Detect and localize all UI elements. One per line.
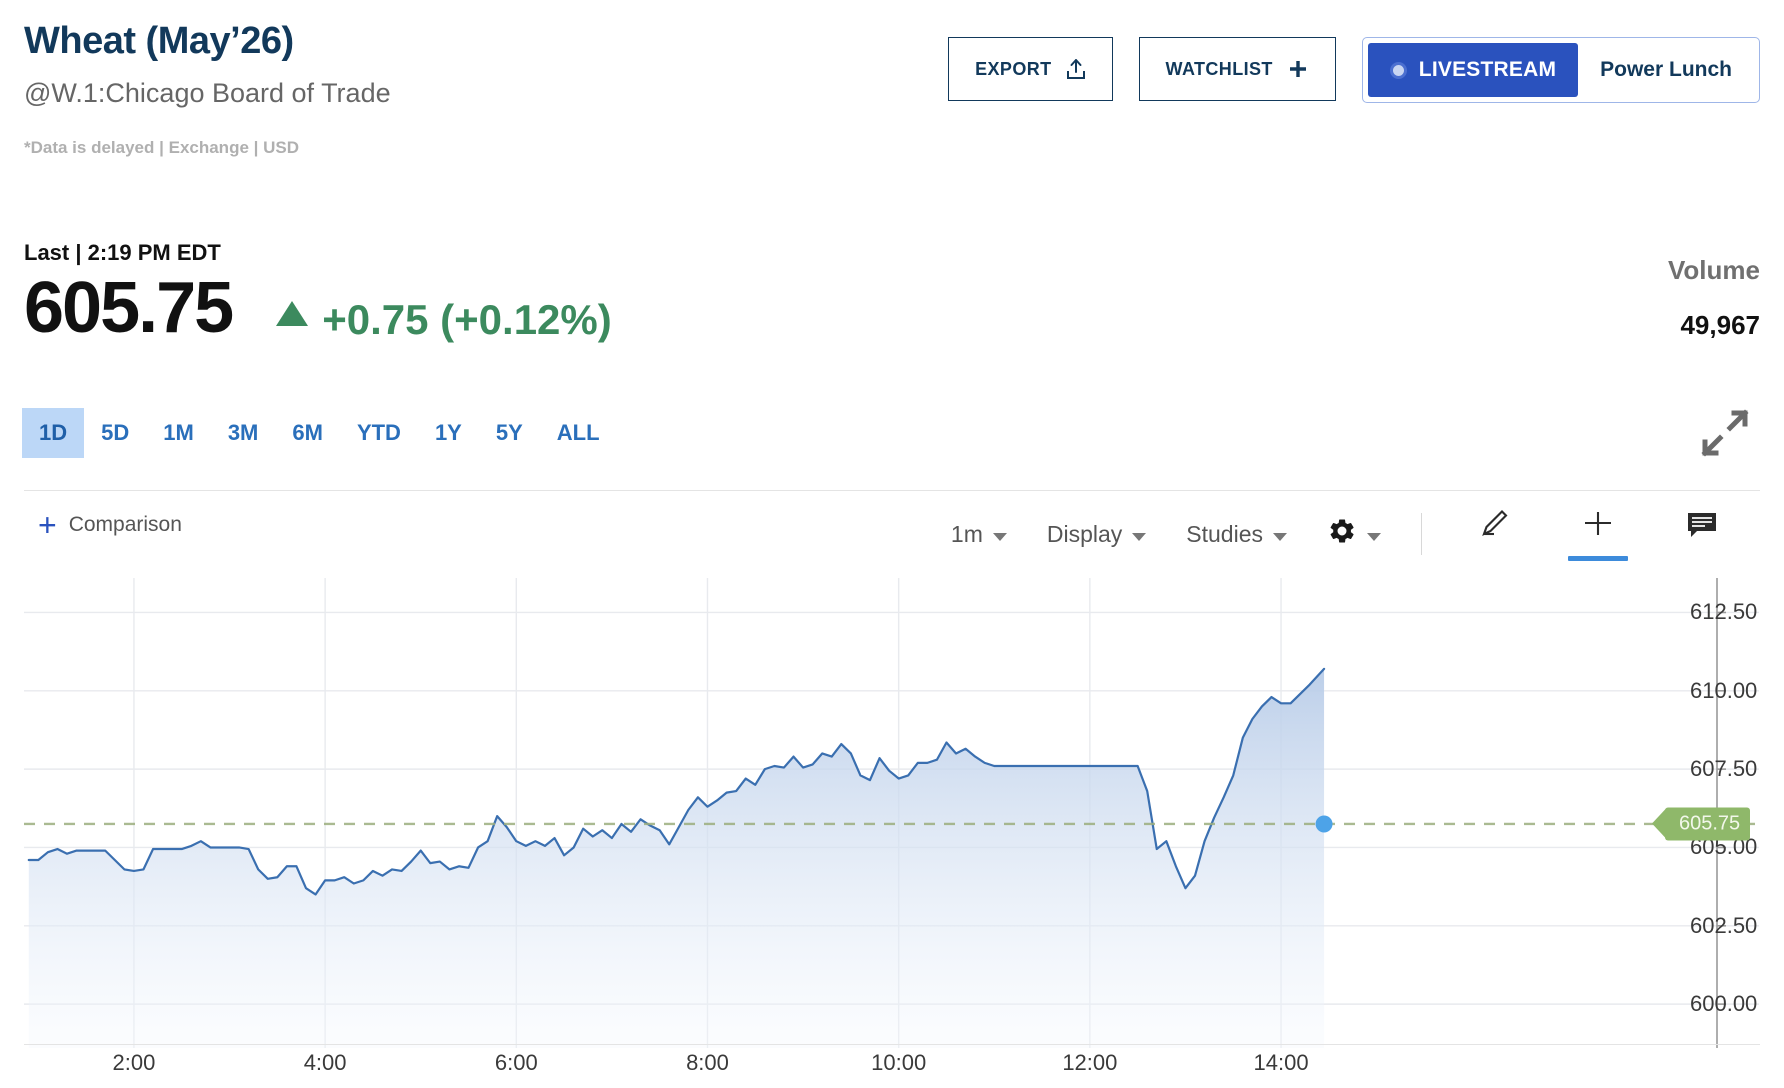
watchlist-label: WATCHLIST [1165, 58, 1273, 79]
comparison-label: Comparison [68, 513, 182, 536]
chevron-down-icon [1367, 533, 1381, 541]
price-change: +0.75 (+0.12%) [276, 296, 612, 344]
volume-value: 49,967 [1680, 310, 1760, 340]
last-price-badge: 605.75 [1665, 807, 1751, 841]
expand-chart-icon[interactable] [1696, 404, 1754, 467]
price-chart[interactable] [24, 572, 1759, 1059]
livestream-button[interactable]: LIVESTREAM Power Lunch [1361, 37, 1760, 103]
upload-icon [1066, 58, 1086, 80]
annotation-tool-button[interactable] [1650, 507, 1754, 561]
watchlist-button[interactable]: WATCHLIST [1138, 37, 1336, 101]
studies-label: Studies [1186, 520, 1263, 547]
x-tick-label: 14:00 [1253, 1050, 1309, 1075]
volume-label: Volume [1668, 255, 1760, 285]
toolbar-divider [1421, 513, 1422, 555]
annotation-icon [1685, 507, 1719, 546]
arrow-up-icon [276, 301, 309, 326]
interval-label: 1m [950, 520, 983, 547]
range-tab-1d[interactable]: 1D [22, 408, 85, 458]
x-tick-label: 2:00 [112, 1050, 156, 1075]
y-tick-label: 612.50 [1690, 599, 1758, 625]
range-tab-3m[interactable]: 3M [227, 420, 259, 445]
page-header: Wheat (May’26) @W.1:Chicago Board of Tra… [0, 0, 1784, 200]
quote-block: Last | 2:19 PM EDT 605.75 +0.75 (+0.12%) [24, 240, 612, 344]
tool-underline-active [1568, 556, 1628, 561]
export-label: EXPORT [975, 58, 1052, 79]
range-tab-5y[interactable]: 5Y [495, 420, 523, 445]
chevron-down-icon [1273, 533, 1287, 541]
plus-icon [1287, 58, 1309, 80]
add-comparison-button[interactable]: + Comparison [38, 506, 182, 543]
range-tab-6m[interactable]: 6M [292, 420, 323, 445]
x-tick-label: 8:00 [686, 1050, 729, 1075]
tool-underline [1672, 556, 1732, 561]
range-tabs: 1D 5D 1M 3M 6M YTD 1Y 5Y ALL [22, 408, 617, 458]
pencil-icon [1477, 507, 1511, 546]
volume-block: Volume 49,967 [1668, 255, 1760, 341]
x-tick-label: 10:00 [871, 1050, 927, 1075]
display-label: Display [1046, 520, 1123, 547]
range-tab-all[interactable]: ALL [556, 420, 600, 445]
livestream-label: LIVESTREAM [1418, 58, 1557, 81]
x-tick-label: 6:00 [494, 1050, 538, 1075]
last-trade-time: Last | 2:19 PM EDT [24, 240, 221, 265]
crosshair-tool-button[interactable] [1546, 507, 1650, 561]
interval-dropdown[interactable]: 1m [931, 521, 1027, 548]
plus-icon: + [38, 506, 57, 543]
divider-bottom [24, 1044, 1760, 1045]
price-row: 605.75 +0.75 (+0.12%) [24, 272, 612, 344]
symbol-exchange: @W.1:Chicago Board of Trade [24, 78, 391, 108]
livestream-show-title: Power Lunch [1600, 58, 1732, 81]
draw-tool-button[interactable] [1442, 507, 1546, 561]
price-change-value: +0.75 (+0.12%) [322, 295, 612, 343]
y-tick-label: 602.50 [1690, 912, 1758, 938]
chevron-down-icon [1132, 533, 1147, 541]
record-icon [1389, 61, 1407, 79]
chevron-down-icon [992, 533, 1007, 541]
y-tick-label: 607.50 [1690, 756, 1758, 782]
last-price: 605.75 [24, 268, 234, 348]
chart-canvas[interactable] [24, 572, 1759, 1059]
range-tab-1y[interactable]: 1Y [434, 420, 462, 445]
page-title: Wheat (May’26) [24, 20, 294, 62]
export-button[interactable]: EXPORT [948, 37, 1113, 101]
studies-dropdown[interactable]: Studies [1166, 521, 1307, 548]
x-tick-label: 12:00 [1062, 1050, 1118, 1075]
chart-tool-group: 1m Display Studies [931, 507, 1754, 561]
x-tick-label: 4:00 [303, 1050, 347, 1075]
crosshair-icon [1581, 507, 1615, 546]
divider-top [24, 490, 1760, 491]
chart-toolbar: + Comparison 1m Display Studies [0, 495, 1784, 565]
gear-icon [1327, 516, 1357, 552]
livestream-pill[interactable]: LIVESTREAM [1367, 43, 1579, 97]
tool-underline [1464, 556, 1524, 561]
settings-dropdown[interactable] [1307, 516, 1401, 552]
header-actions: EXPORT WATCHLIST [948, 37, 1760, 103]
range-tab-1m[interactable]: 1M [163, 420, 194, 445]
y-tick-label: 610.00 [1690, 677, 1758, 703]
range-tab-5d[interactable]: 5D [101, 420, 130, 445]
display-dropdown[interactable]: Display [1027, 521, 1166, 548]
y-tick-label: 600.00 [1690, 991, 1758, 1017]
range-tab-ytd[interactable]: YTD [356, 420, 401, 445]
delay-disclaimer: *Data is delayed | Exchange | USD [24, 138, 300, 157]
x-axis: 2:00 4:00 6:00 8:00 10:00 12:00 14:00 [0, 1028, 1784, 1078]
